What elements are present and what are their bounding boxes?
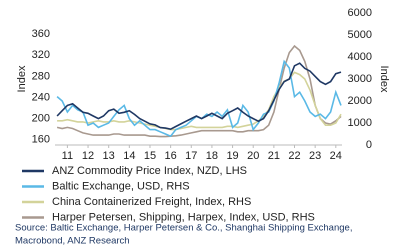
- x-tick-label: 17: [185, 150, 197, 162]
- x-tick-label: 19: [226, 150, 238, 162]
- series-line: [56, 59, 342, 138]
- y2-tick-label: 2000: [348, 95, 372, 107]
- y2-tick-label: 1000: [348, 117, 372, 129]
- source-note: Source: Baltic Exchange, Harper Petersen…: [15, 223, 352, 234]
- y-tick-label: 240: [32, 91, 50, 103]
- legend-label: China Containerized Freight, Index, RHS: [52, 196, 251, 208]
- x-tick-label: 12: [82, 150, 94, 162]
- y-tick-label: 160: [32, 134, 50, 146]
- legend-label: Baltic Exchange, USD, RHS: [52, 180, 190, 192]
- y2-tick-label: 4000: [348, 51, 372, 63]
- x-tick-label: 21: [268, 150, 280, 162]
- x-tick-label: 22: [288, 150, 300, 162]
- y2-tick-label: 3000: [348, 73, 372, 85]
- y-tick-label: 360: [32, 28, 50, 40]
- legend-label: ANZ Commodity Price Index, NZD, LHS: [52, 165, 247, 177]
- x-tick-label: 16: [165, 150, 177, 162]
- x-tick-label: 23: [309, 150, 321, 162]
- y-tick-label: 320: [32, 49, 50, 61]
- source-note: Macrobond, ANZ Research: [15, 236, 130, 247]
- y-tick-label: 280: [32, 70, 50, 82]
- y-axis-label: Index: [16, 65, 28, 92]
- x-tick-label: 20: [247, 150, 259, 162]
- y2-axis-label: Index: [378, 66, 390, 93]
- y-tick-label: 200: [32, 113, 50, 125]
- legend-label: Harper Petersen, Shipping, Harpex, Index…: [52, 211, 315, 223]
- x-tick-label: 18: [206, 150, 218, 162]
- x-tick-label: 24: [330, 150, 342, 162]
- x-tick-label: 13: [103, 150, 115, 162]
- y2-tick-label: 0: [366, 139, 372, 151]
- series-line: [56, 44, 342, 138]
- y2-tick-label: 6000: [348, 7, 372, 19]
- x-tick-label: 15: [144, 150, 156, 162]
- series-line: [57, 71, 342, 131]
- x-tick-label: 14: [123, 150, 135, 162]
- y2-tick-label: 5000: [348, 29, 372, 41]
- series-line: [56, 62, 342, 131]
- x-tick-label: 11: [62, 150, 73, 162]
